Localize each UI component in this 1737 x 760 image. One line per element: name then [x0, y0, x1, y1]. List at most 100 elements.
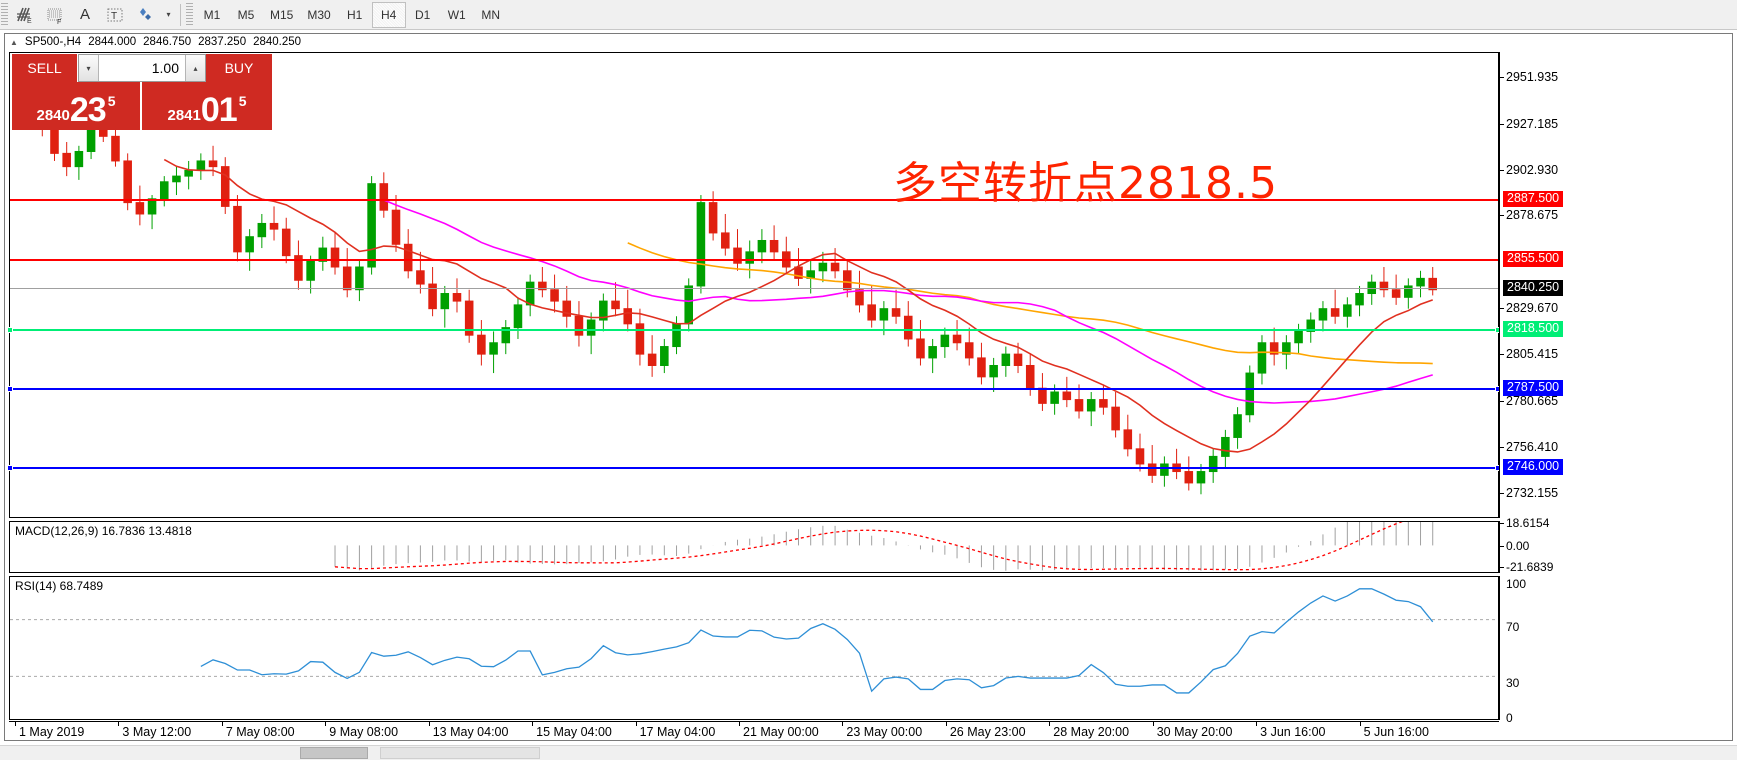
macd-tick [1499, 567, 1504, 568]
price-tick-label: 2780.665 [1506, 394, 1559, 409]
time-tick-label: 30 May 20:00 [1156, 725, 1233, 739]
pivot-2818-5-handle-left[interactable] [7, 327, 13, 334]
volume-increase-icon[interactable]: ▴ [185, 55, 205, 81]
price-level-badge[interactable]: 2887.500 [1503, 190, 1564, 207]
timeframe-w1[interactable]: W1 [447, 7, 466, 22]
resistance-2887-5[interactable] [10, 198, 1498, 201]
objects-icon[interactable] [130, 2, 160, 28]
timeframe-m15[interactable]: M15 [270, 7, 294, 22]
price-level-badge[interactable]: 2787.500 [1503, 380, 1564, 397]
crosshair-grid-icon[interactable]: F [40, 2, 70, 28]
rsi-label: RSI(14) 68.7489 [15, 579, 104, 593]
time-tick [325, 722, 327, 726]
toolbar-grip-1[interactable] [1, 2, 8, 27]
time-tick-label: 17 May 04:00 [639, 725, 716, 739]
timeframe-m5[interactable]: M5 [237, 7, 255, 22]
price-level-badge[interactable]: 2818.500 [1503, 321, 1564, 338]
timeframe-mn[interactable]: MN [481, 7, 501, 22]
time-tick-label: 5 Jun 16:00 [1363, 725, 1429, 739]
quote-bar: ▲ SP500-,H4 2844.000 2846.750 2837.250 2… [5, 34, 1732, 50]
price-tick-label: 2927.185 [1506, 116, 1559, 131]
time-tick-label: 28 May 20:00 [1053, 725, 1130, 739]
time-tick [15, 722, 16, 726]
quote-high: 2846.750 [143, 36, 192, 48]
price-tick [1499, 169, 1504, 171]
scrollbar-thumb[interactable] [300, 747, 368, 759]
volume-input[interactable]: 1.00 [151, 60, 179, 76]
rsi-series [10, 588, 1498, 694]
macd-tick [1499, 546, 1504, 547]
indicators-icon[interactable]: E [10, 2, 40, 28]
svg-text:E: E [27, 18, 32, 25]
objects-dropdown-caret[interactable]: ▾ [160, 2, 176, 28]
resistance-2855-5[interactable] [10, 259, 1498, 262]
time-tick-label: 3 Jun 16:00 [1260, 725, 1326, 739]
time-tick-label: 26 May 23:00 [949, 725, 1026, 739]
time-tick-label: 21 May 00:00 [743, 725, 819, 739]
price-tick [1499, 76, 1504, 78]
time-tick [635, 722, 637, 726]
price-tick [1499, 123, 1504, 125]
macd-indicator-plot[interactable]: MACD(12,26,9) 16.7836 13.4818 [9, 521, 1499, 573]
price-tick-label: 2951.935 [1506, 69, 1559, 84]
sell-price-fraction: 5 [107, 93, 116, 109]
buy-price-prefix: 2841 [167, 107, 201, 124]
macd-axis: 18.6154 0.00 -21.6839 [1499, 516, 1734, 574]
price-axis[interactable]: 2951.935 2927.185 2902.930 2887.500 2878.675… [1499, 52, 1734, 518]
rsi-indicator-plot[interactable]: RSI(14) 68.7489 [9, 576, 1499, 720]
sell-button[interactable]: SELL [12, 54, 78, 82]
rsi-axis-line [1499, 576, 1500, 720]
price-tick [1499, 354, 1504, 356]
volume-stepper[interactable]: ▾ 1.00 ▴ [78, 54, 206, 82]
timeframe-m30[interactable]: M30 [307, 7, 331, 22]
chart-window: ▲ SP500-,H4 2844.000 2846.750 2837.250 2… [4, 33, 1733, 741]
timeframe-d1[interactable]: D1 [415, 7, 431, 22]
price-axis-line [1499, 52, 1500, 518]
toolbar-separator [180, 3, 181, 26]
sell-price-box[interactable]: 2840 23 5 [12, 82, 142, 130]
toolbar-grip-2[interactable] [186, 2, 193, 27]
support-2787-5-handle-left[interactable] [7, 386, 13, 393]
time-axis[interactable]: 1 May 2019 3 May 12:00 7 May 08:00 9 May 08… [9, 721, 1499, 741]
volume-decrease-icon[interactable]: ▾ [79, 55, 99, 81]
time-tick [221, 722, 223, 726]
support-2787-5-handle[interactable] [1495, 386, 1501, 393]
scrollbar-track-segment[interactable] [380, 747, 540, 759]
main-toolbar: E F A T ▾ M1 M5 M15 [0, 0, 1737, 30]
text-tool-icon[interactable]: A [79, 6, 90, 23]
price-level-badge[interactable]: 2855.500 [1503, 251, 1564, 268]
buy-button[interactable]: BUY [206, 54, 272, 82]
time-tick-label: 23 May 00:00 [846, 725, 923, 739]
timeframe-h4[interactable]: H4 [371, 1, 406, 28]
trade-panel-prices: 2840 23 5 2841 01 5 [12, 82, 272, 130]
timeframe-m1[interactable]: M1 [203, 7, 221, 22]
pivot-2818-5[interactable] [7, 327, 1501, 334]
support-2787-5[interactable] [7, 386, 1501, 393]
support-2746-0-handle[interactable] [1495, 464, 1501, 471]
window-bottom-scrollbar[interactable] [0, 745, 1737, 760]
price-level-badge[interactable]: 2746.000 [1503, 458, 1564, 475]
pivot-2818-5-handle[interactable] [1495, 327, 1501, 334]
svg-text:F: F [57, 19, 61, 25]
support-2746-0-handle-left[interactable] [7, 464, 13, 471]
support-2746-0[interactable] [7, 464, 1501, 471]
time-tick [739, 722, 740, 726]
time-tick [1256, 722, 1258, 726]
time-tick [118, 722, 120, 726]
buy-price-box[interactable]: 2841 01 5 [142, 82, 272, 130]
price-tick-label: 2829.670 [1506, 301, 1559, 316]
last-price-line[interactable] [10, 288, 1498, 290]
time-tick [1049, 722, 1051, 726]
timeframe-h1[interactable]: H1 [347, 7, 363, 22]
quote-low: 2837.250 [198, 36, 247, 48]
quote-close: 2840.250 [253, 36, 302, 48]
time-tick-label: 9 May 08:00 [329, 725, 399, 739]
sell-price-main: 23 [69, 91, 107, 129]
text-label-icon[interactable]: T [100, 2, 130, 28]
one-click-trading-panel: SELL ▾ 1.00 ▴ BUY 2840 23 5 2841 01 5 [12, 54, 272, 130]
price-level-badge[interactable]: 2840.250 [1503, 280, 1564, 297]
macd-tick [1499, 523, 1504, 524]
svg-text:T: T [111, 11, 117, 22]
time-tick-label: 1 May 2019 [19, 725, 85, 739]
